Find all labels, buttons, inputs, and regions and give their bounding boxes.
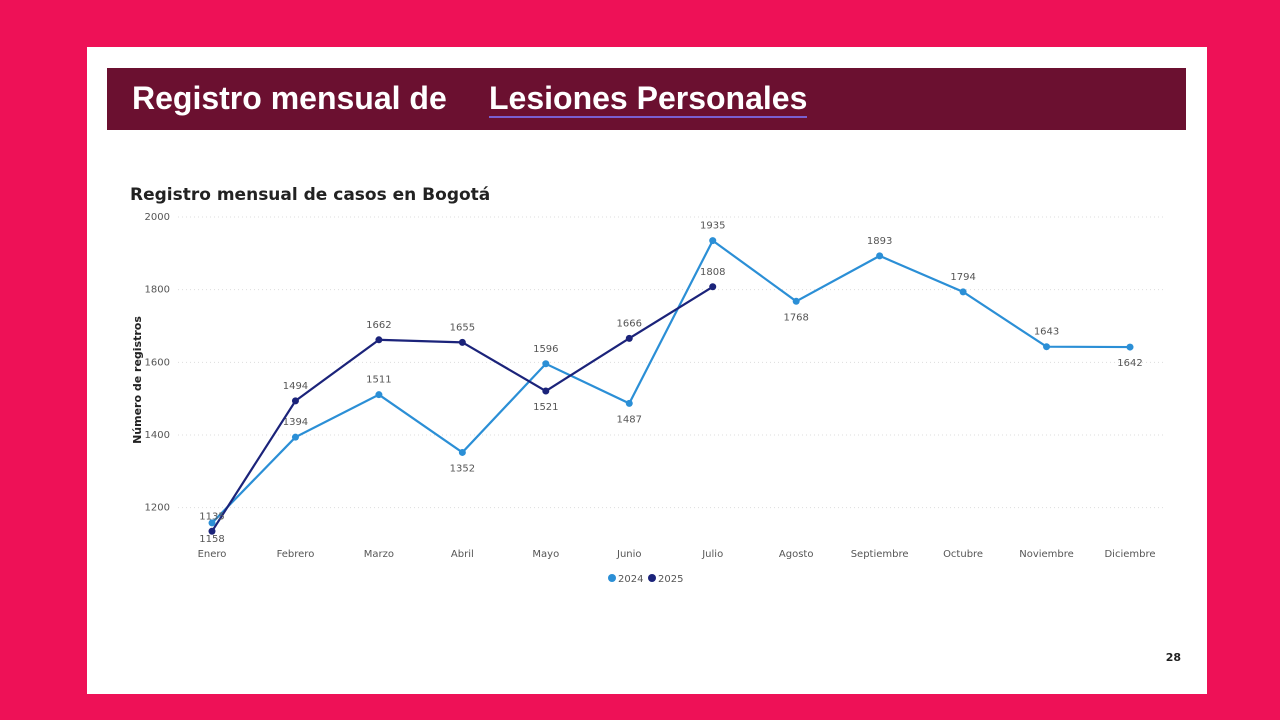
data-label: 1655: [450, 322, 475, 333]
x-tick-label: Diciembre: [1104, 549, 1155, 560]
legend-marker: [608, 574, 616, 582]
header-title-link: Lesiones Personales: [489, 80, 808, 118]
data-label: 1794: [950, 272, 975, 283]
data-label: 1643: [1034, 327, 1059, 338]
data-point: [792, 297, 800, 305]
data-label: 1596: [533, 344, 558, 355]
x-tick-label: Febrero: [277, 549, 315, 560]
legend-label: 2024: [618, 574, 643, 585]
y-tick-label: 2000: [145, 212, 170, 223]
data-point: [1126, 343, 1134, 351]
x-tick-label: Julio: [701, 549, 723, 560]
y-tick-label: 1800: [145, 285, 170, 296]
x-tick-label: Enero: [198, 549, 227, 560]
data-point: [542, 360, 550, 368]
y-axis-label: Número de registros: [131, 316, 144, 444]
data-point: [208, 519, 216, 527]
data-label: 1808: [700, 267, 725, 278]
slide: Registro mensual de Lesiones Personales: [87, 47, 1207, 694]
data-point: [291, 397, 299, 405]
x-tick-label: Junio: [616, 549, 642, 560]
data-point: [709, 283, 717, 291]
data-point: [458, 338, 466, 346]
x-tick-label: Abril: [451, 549, 474, 560]
x-tick-label: Marzo: [364, 549, 394, 560]
data-label: 1893: [867, 236, 892, 247]
data-label: 1666: [617, 318, 642, 329]
y-tick-label: 1400: [145, 430, 170, 441]
data-point: [291, 433, 299, 441]
data-label: 1135: [199, 511, 224, 522]
data-label: 1352: [450, 463, 475, 474]
data-label: 1511: [366, 375, 391, 386]
legend-marker: [648, 574, 656, 582]
data-point: [1043, 343, 1051, 351]
y-tick-label: 1600: [145, 357, 170, 368]
chart-title: Registro mensual de casos en Bogotá: [130, 185, 490, 205]
data-label: 1768: [783, 312, 808, 323]
data-point: [625, 334, 633, 342]
data-point: [709, 237, 717, 245]
data-label: 1394: [283, 417, 308, 428]
data-point: [375, 336, 383, 344]
header-title: Registro mensual de: [132, 80, 447, 116]
data-label: 1642: [1117, 358, 1142, 369]
data-point: [876, 252, 884, 260]
data-point: [542, 387, 550, 395]
data-point: [375, 391, 383, 399]
data-label: 1494: [283, 381, 308, 392]
x-tick-label: Mayo: [532, 549, 559, 560]
x-tick-label: Agosto: [779, 549, 814, 560]
page-number: 28: [1166, 651, 1181, 664]
data-label: 1158: [199, 534, 224, 545]
x-tick-label: Septiembre: [851, 549, 909, 560]
data-point: [208, 527, 216, 535]
y-tick-label: 1200: [145, 503, 170, 514]
data-point: [458, 448, 466, 456]
header-bar: Registro mensual de Lesiones Personales: [107, 68, 1186, 130]
data-label: 1935: [700, 221, 725, 232]
data-point: [625, 399, 633, 407]
series-line: [211, 238, 1131, 524]
data-label: 1487: [617, 414, 642, 425]
data-point: [959, 288, 967, 296]
x-tick-label: Noviembre: [1019, 549, 1074, 560]
data-label: 1521: [533, 402, 558, 413]
data-label: 1662: [366, 320, 391, 331]
x-tick-label: Octubre: [943, 549, 983, 560]
legend-label: 2025: [658, 574, 683, 585]
